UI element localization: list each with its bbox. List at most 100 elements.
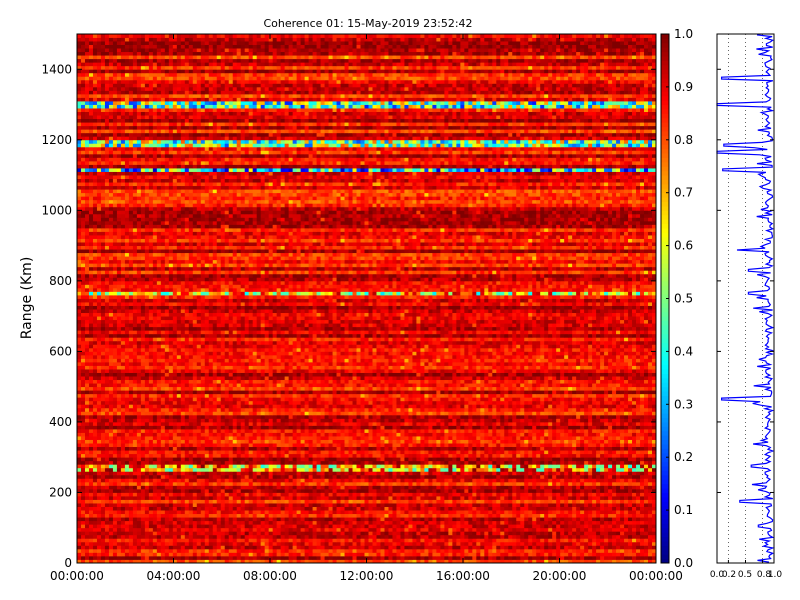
heatmap-cell [472,520,477,525]
coherence-heatmap [77,34,657,564]
heatmap-cell [136,531,142,536]
heatmap-cell [568,471,573,476]
heatmap-cell [528,531,533,536]
heatmap-cell [504,531,509,536]
heatmap-cell [200,492,206,497]
heatmap-cell [464,492,469,497]
heatmap-cell [276,457,282,462]
heatmap-cell [172,541,178,546]
heatmap-cell [160,506,166,511]
heatmap-cell [512,559,517,564]
heatmap-cell [288,499,294,504]
heatmap-cell [364,541,369,546]
heatmap-cell [472,481,477,486]
heatmap-cell [132,457,138,462]
heatmap-cell [120,446,126,451]
heatmap-cell [88,478,94,483]
heatmap-cell [536,495,541,500]
heatmap-cell [304,481,309,486]
heatmap-cell [104,450,110,455]
heatmap-cell [412,460,417,465]
heatmap-cell [232,467,238,472]
heatmap-cell [492,534,497,539]
heatmap-cell [164,450,170,455]
heatmap-cell [124,488,130,493]
heatmap-cell [132,439,138,444]
heatmap-cell [228,446,234,451]
heatmap-cell [348,464,353,469]
heatmap-cell [652,460,657,465]
heatmap-cell [540,464,545,469]
heatmap-cell [500,503,505,507]
heatmap-cell [288,471,294,476]
heatmap-cell [396,467,401,472]
heatmap-cell [200,524,206,529]
heatmap-cell [160,517,166,522]
heatmap-cell [408,541,413,546]
heatmap-cell [264,457,270,462]
heatmap-cell [200,478,206,483]
heatmap-cell [540,481,545,486]
heatmap-cell [512,538,517,543]
heatmap-cell [620,464,625,469]
heatmap-cell [352,471,357,476]
heatmap-cell [184,503,190,507]
heatmap-cell [272,488,278,493]
heatmap-cell [412,446,417,451]
heatmap-cell [600,531,605,536]
heatmap-cell [376,503,381,507]
heatmap-cell [636,513,641,518]
heatmap-cell [324,513,329,518]
heatmap-cell [348,534,353,539]
heatmap-cell [304,513,309,518]
heatmap-cell [104,524,110,529]
heatmap-cell [388,510,393,515]
heatmap-cell [348,538,353,543]
heatmap-cell [556,524,561,529]
heatmap-cell [276,439,282,444]
heatmap-cell [292,541,298,546]
heatmap-cell [508,485,513,490]
heatmap-cell [484,548,489,553]
heatmap-cell [384,552,389,557]
heatmap-cell [604,541,609,546]
heatmap-cell [260,499,266,504]
heatmap-cell [236,439,242,444]
heatmap-cell [320,503,325,507]
heatmap-cell [148,481,154,486]
heatmap-cell [148,527,154,532]
heatmap-cell [252,559,258,564]
heatmap-cell [428,513,433,518]
heatmap-cell [612,453,617,458]
heatmap-cell [520,471,525,476]
heatmap-cell [392,541,397,546]
heatmap-cell [628,453,633,458]
heatmap-cell [260,548,266,553]
heatmap-cell [356,481,361,486]
heatmap-cell [396,534,401,539]
heatmap-cell [212,520,218,525]
heatmap-cell [276,548,282,553]
heatmap-cell [144,499,150,504]
heatmap-cell [592,443,597,448]
heatmap-cell [456,457,461,462]
heatmap-cell [476,524,481,529]
heatmap-cell [100,446,106,451]
heatmap-cell [592,450,597,455]
heatmap-cell [88,485,94,490]
heatmap-cell [352,488,357,493]
heatmap-cell [368,478,373,483]
heatmap-cell [564,552,569,557]
heatmap-cell [240,534,246,539]
heatmap-cell [196,559,202,564]
heatmap-cell [464,453,469,458]
heatmap-cell [588,460,593,465]
heatmap-cell [260,446,266,451]
heatmap-cell [624,545,629,550]
heatmap-cell [228,495,234,500]
heatmap-cell [272,510,278,515]
heatmap-cell [224,478,230,483]
heatmap-cell [316,478,321,483]
heatmap-cell [356,499,361,504]
heatmap-cell [328,503,333,507]
